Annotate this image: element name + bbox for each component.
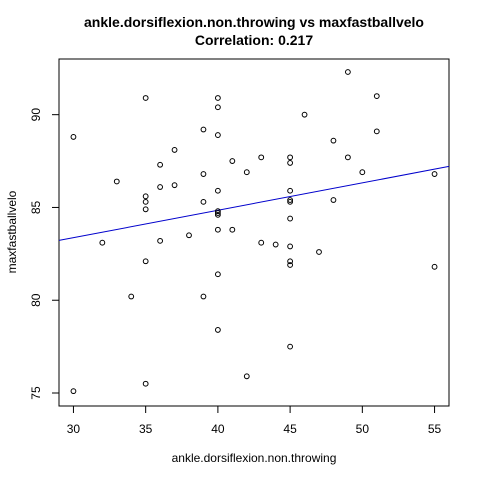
data-point xyxy=(214,132,221,138)
data-point xyxy=(214,211,221,218)
y-tick-label: 75 xyxy=(29,386,43,400)
y-axis-label: maxfastballvelo xyxy=(5,190,19,273)
data-point xyxy=(359,169,366,176)
data-point xyxy=(272,241,279,248)
data-point xyxy=(142,206,149,213)
data-point xyxy=(214,104,221,111)
data-point xyxy=(287,197,294,203)
x-tick-label: 50 xyxy=(356,422,370,436)
data-point xyxy=(113,178,120,185)
data-point xyxy=(200,171,207,177)
y-tick-label: 90 xyxy=(29,108,43,122)
data-point xyxy=(316,249,322,255)
x-tick-label: 35 xyxy=(139,422,153,436)
x-axis-label: ankle.dorsiflexion.non.throwing xyxy=(172,451,337,465)
data-points xyxy=(70,69,438,395)
data-point xyxy=(243,373,250,380)
data-point xyxy=(142,380,149,387)
data-point xyxy=(287,154,294,161)
data-point xyxy=(214,327,221,333)
data-point xyxy=(287,262,294,268)
data-point xyxy=(344,154,351,161)
data-point xyxy=(142,193,149,200)
data-point xyxy=(171,147,178,153)
data-point xyxy=(243,169,250,176)
x-axis: 30 35 40 45 50 55 xyxy=(67,405,442,436)
data-point xyxy=(214,187,221,194)
regression-line xyxy=(58,165,450,241)
data-point xyxy=(431,263,438,270)
data-point xyxy=(99,239,106,246)
data-point xyxy=(171,182,178,189)
data-point xyxy=(258,239,265,246)
data-point xyxy=(287,243,294,250)
chart-subtitle: Correlation: 0.217 xyxy=(195,32,313,48)
x-tick-label: 45 xyxy=(283,422,297,436)
data-point xyxy=(157,184,164,190)
data-point xyxy=(128,293,135,300)
data-point xyxy=(142,258,149,265)
data-point xyxy=(200,198,207,205)
data-point xyxy=(330,137,337,144)
data-point xyxy=(186,232,192,239)
data-point xyxy=(142,198,149,205)
data-point xyxy=(229,158,236,164)
data-point xyxy=(287,187,294,194)
regression-line-group xyxy=(58,165,450,241)
x-tick-label: 30 xyxy=(67,422,81,436)
data-point xyxy=(157,237,164,244)
data-point xyxy=(287,343,294,350)
data-point xyxy=(70,388,77,395)
data-point xyxy=(287,198,294,205)
data-point xyxy=(301,111,308,118)
data-point xyxy=(258,154,265,161)
plot-frame xyxy=(58,58,450,407)
data-point xyxy=(287,215,294,222)
data-point xyxy=(70,134,77,140)
x-tick-label: 40 xyxy=(211,422,225,436)
data-point xyxy=(330,197,337,203)
data-point xyxy=(287,160,294,166)
y-tick-label: 80 xyxy=(29,293,43,307)
data-point xyxy=(373,93,380,100)
data-point xyxy=(229,226,236,233)
data-point xyxy=(431,171,438,177)
data-point xyxy=(200,126,207,133)
data-point xyxy=(373,128,380,135)
data-point xyxy=(214,271,221,278)
data-point xyxy=(214,95,221,101)
data-point xyxy=(287,258,294,265)
x-tick-label: 55 xyxy=(428,422,442,436)
data-point xyxy=(157,161,164,168)
data-point xyxy=(214,226,221,233)
y-axis: 75 80 85 90 xyxy=(29,108,60,400)
y-tick-label: 85 xyxy=(29,200,43,214)
data-point xyxy=(214,210,221,216)
data-point xyxy=(344,69,351,75)
data-point xyxy=(214,208,221,215)
data-point xyxy=(142,95,149,101)
data-point xyxy=(200,293,207,300)
chart-title: ankle.dorsiflexion.non.throwing vs maxfa… xyxy=(84,14,424,30)
